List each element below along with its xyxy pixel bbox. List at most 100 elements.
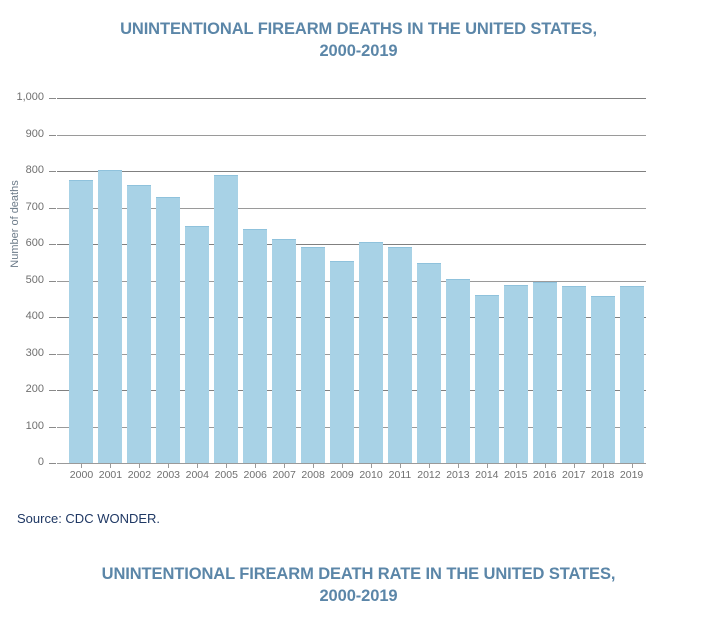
bar-slot bbox=[414, 98, 443, 463]
bar-slot bbox=[617, 98, 646, 463]
plot-area: 1,000 900 800 700 600 500 400 300 200 100 0 bbox=[16, 91, 646, 468]
x-axis-tick-label: 2005 bbox=[214, 469, 238, 481]
x-axis-tick: 2007 bbox=[270, 464, 299, 481]
bar-slot bbox=[443, 98, 472, 463]
bar-slot bbox=[588, 98, 617, 463]
y-axis-tick-label: 800 bbox=[25, 164, 44, 176]
bar bbox=[474, 294, 499, 463]
bar-slot bbox=[357, 98, 386, 463]
x-axis-tick-label: 2014 bbox=[475, 469, 499, 481]
bar bbox=[416, 262, 441, 463]
gridline bbox=[57, 98, 646, 99]
x-axis-tick-label: 2015 bbox=[504, 469, 528, 481]
bar-slot bbox=[270, 98, 299, 463]
x-axis-tick-label: 2001 bbox=[98, 469, 123, 481]
x-axis-tick-mark bbox=[573, 464, 575, 468]
x-axis-tick: 2014 bbox=[472, 464, 501, 481]
bar-group bbox=[67, 98, 646, 463]
x-axis-tick-mark bbox=[515, 464, 517, 468]
bar bbox=[590, 295, 615, 463]
x-axis-tick-label: 2003 bbox=[156, 469, 181, 481]
y-axis-tick-mark bbox=[49, 98, 56, 99]
x-axis-tick-label: 2002 bbox=[127, 469, 152, 481]
x-axis-tick-label: 2006 bbox=[243, 469, 267, 481]
x-axis-tick: 2004 bbox=[183, 464, 212, 481]
x-axis-tick-mark bbox=[428, 464, 430, 468]
bar bbox=[445, 278, 470, 463]
y-axis-tick-label: 300 bbox=[25, 346, 44, 359]
y-axis-tick-mark bbox=[49, 426, 56, 428]
x-axis-tick-label: 2004 bbox=[185, 469, 209, 481]
bar bbox=[98, 170, 123, 463]
bar-slot bbox=[385, 98, 414, 463]
x-axis-tick: 2019 bbox=[617, 464, 646, 481]
x-axis-tick-mark bbox=[313, 464, 315, 468]
x-axis-tick-mark bbox=[255, 464, 257, 468]
x-axis-tick-label: 2011 bbox=[388, 469, 412, 481]
x-axis-tick-label: 2010 bbox=[359, 469, 383, 481]
x-axis-tick-label: 2017 bbox=[562, 469, 586, 481]
x-axis-tick: 2015 bbox=[501, 464, 530, 481]
bar-slot bbox=[183, 98, 212, 463]
bar bbox=[359, 241, 383, 463]
bar-slot bbox=[530, 98, 559, 463]
y-axis-tick-label: 500 bbox=[25, 273, 44, 286]
page-title-bottom-line2: 2000-2019 bbox=[319, 586, 398, 605]
x-axis-tick-label: 2012 bbox=[417, 469, 441, 481]
y-axis-tick-label: 1,000 bbox=[16, 91, 44, 103]
y-axis-tick-mark bbox=[49, 353, 56, 355]
y-axis-tick-label: 200 bbox=[25, 383, 44, 395]
bar-slot bbox=[125, 98, 154, 463]
x-axis-tick-mark bbox=[399, 464, 401, 468]
page-title-top-line1: UNINTENTIONAL FIREARM DEATHS IN THE UNIT… bbox=[120, 20, 597, 38]
y-axis-tick-mark bbox=[49, 317, 56, 318]
x-axis-tick: 2010 bbox=[357, 464, 386, 481]
gridline bbox=[57, 207, 646, 209]
bar-slot bbox=[67, 98, 96, 463]
x-axis-tick-label: 2016 bbox=[533, 469, 557, 481]
x-axis-tick: 2005 bbox=[212, 464, 241, 481]
x-axis-tick-label: 2019 bbox=[619, 469, 644, 481]
y-axis-tick-label: 900 bbox=[25, 127, 44, 140]
y-axis-tick-mark bbox=[49, 207, 56, 209]
x-axis-tick-label: 2013 bbox=[446, 469, 470, 481]
y-axis-tick-label: 100 bbox=[25, 419, 44, 432]
x-axis-tick: 2009 bbox=[328, 464, 357, 481]
page-title-bottom-line1: UNINTENTIONAL FIREARM DEATH RATE IN THE … bbox=[101, 565, 616, 583]
x-axis-tick: 2013 bbox=[443, 464, 472, 481]
x-axis-tick: 2000 bbox=[67, 464, 96, 481]
bar bbox=[330, 260, 355, 463]
x-axis-tick: 2018 bbox=[588, 464, 617, 481]
gridline bbox=[57, 171, 646, 172]
y-axis-tick-label: 700 bbox=[25, 200, 44, 213]
x-axis-tick: 2003 bbox=[154, 464, 183, 481]
x-axis-tick-mark bbox=[139, 464, 141, 468]
bar bbox=[69, 179, 94, 463]
x-axis-tick-label: 2000 bbox=[69, 469, 94, 481]
bar-slot bbox=[241, 98, 270, 463]
x-axis-tick-label: 2009 bbox=[330, 469, 354, 481]
gridline bbox=[57, 244, 646, 245]
bar bbox=[185, 226, 210, 463]
x-axis-tick: 2012 bbox=[414, 464, 443, 481]
x-axis-tick-mark bbox=[168, 464, 170, 468]
bar-slot bbox=[154, 98, 183, 463]
y-axis-tick-label: 400 bbox=[25, 310, 44, 322]
x-axis-tick-mark bbox=[226, 464, 228, 468]
x-axis-tick-mark bbox=[197, 464, 199, 468]
source-note: Source: CDC WONDER. bbox=[17, 511, 161, 526]
y-axis-tick-mark bbox=[49, 463, 56, 464]
x-axis-tick-label: 2007 bbox=[272, 469, 296, 481]
y-axis-title: Number of deaths bbox=[9, 180, 21, 268]
bar bbox=[156, 196, 181, 463]
x-axis-tick-group: 2000 2001 2002 2003 2004 2005 2006 2007 2008 2009… bbox=[67, 464, 646, 481]
x-axis-tick-mark bbox=[284, 464, 286, 468]
x-axis-tick-mark bbox=[631, 464, 633, 468]
x-axis-tick-mark bbox=[81, 464, 83, 468]
page-title-bottom: UNINTENTIONAL FIREARM DEATH RATE IN THE … bbox=[0, 564, 717, 608]
bar bbox=[272, 239, 297, 463]
y-axis-tick-label: 600 bbox=[25, 237, 44, 249]
x-axis-tick: 2001 bbox=[96, 464, 125, 481]
bar-slot bbox=[212, 98, 241, 463]
bar-slot bbox=[559, 98, 588, 463]
